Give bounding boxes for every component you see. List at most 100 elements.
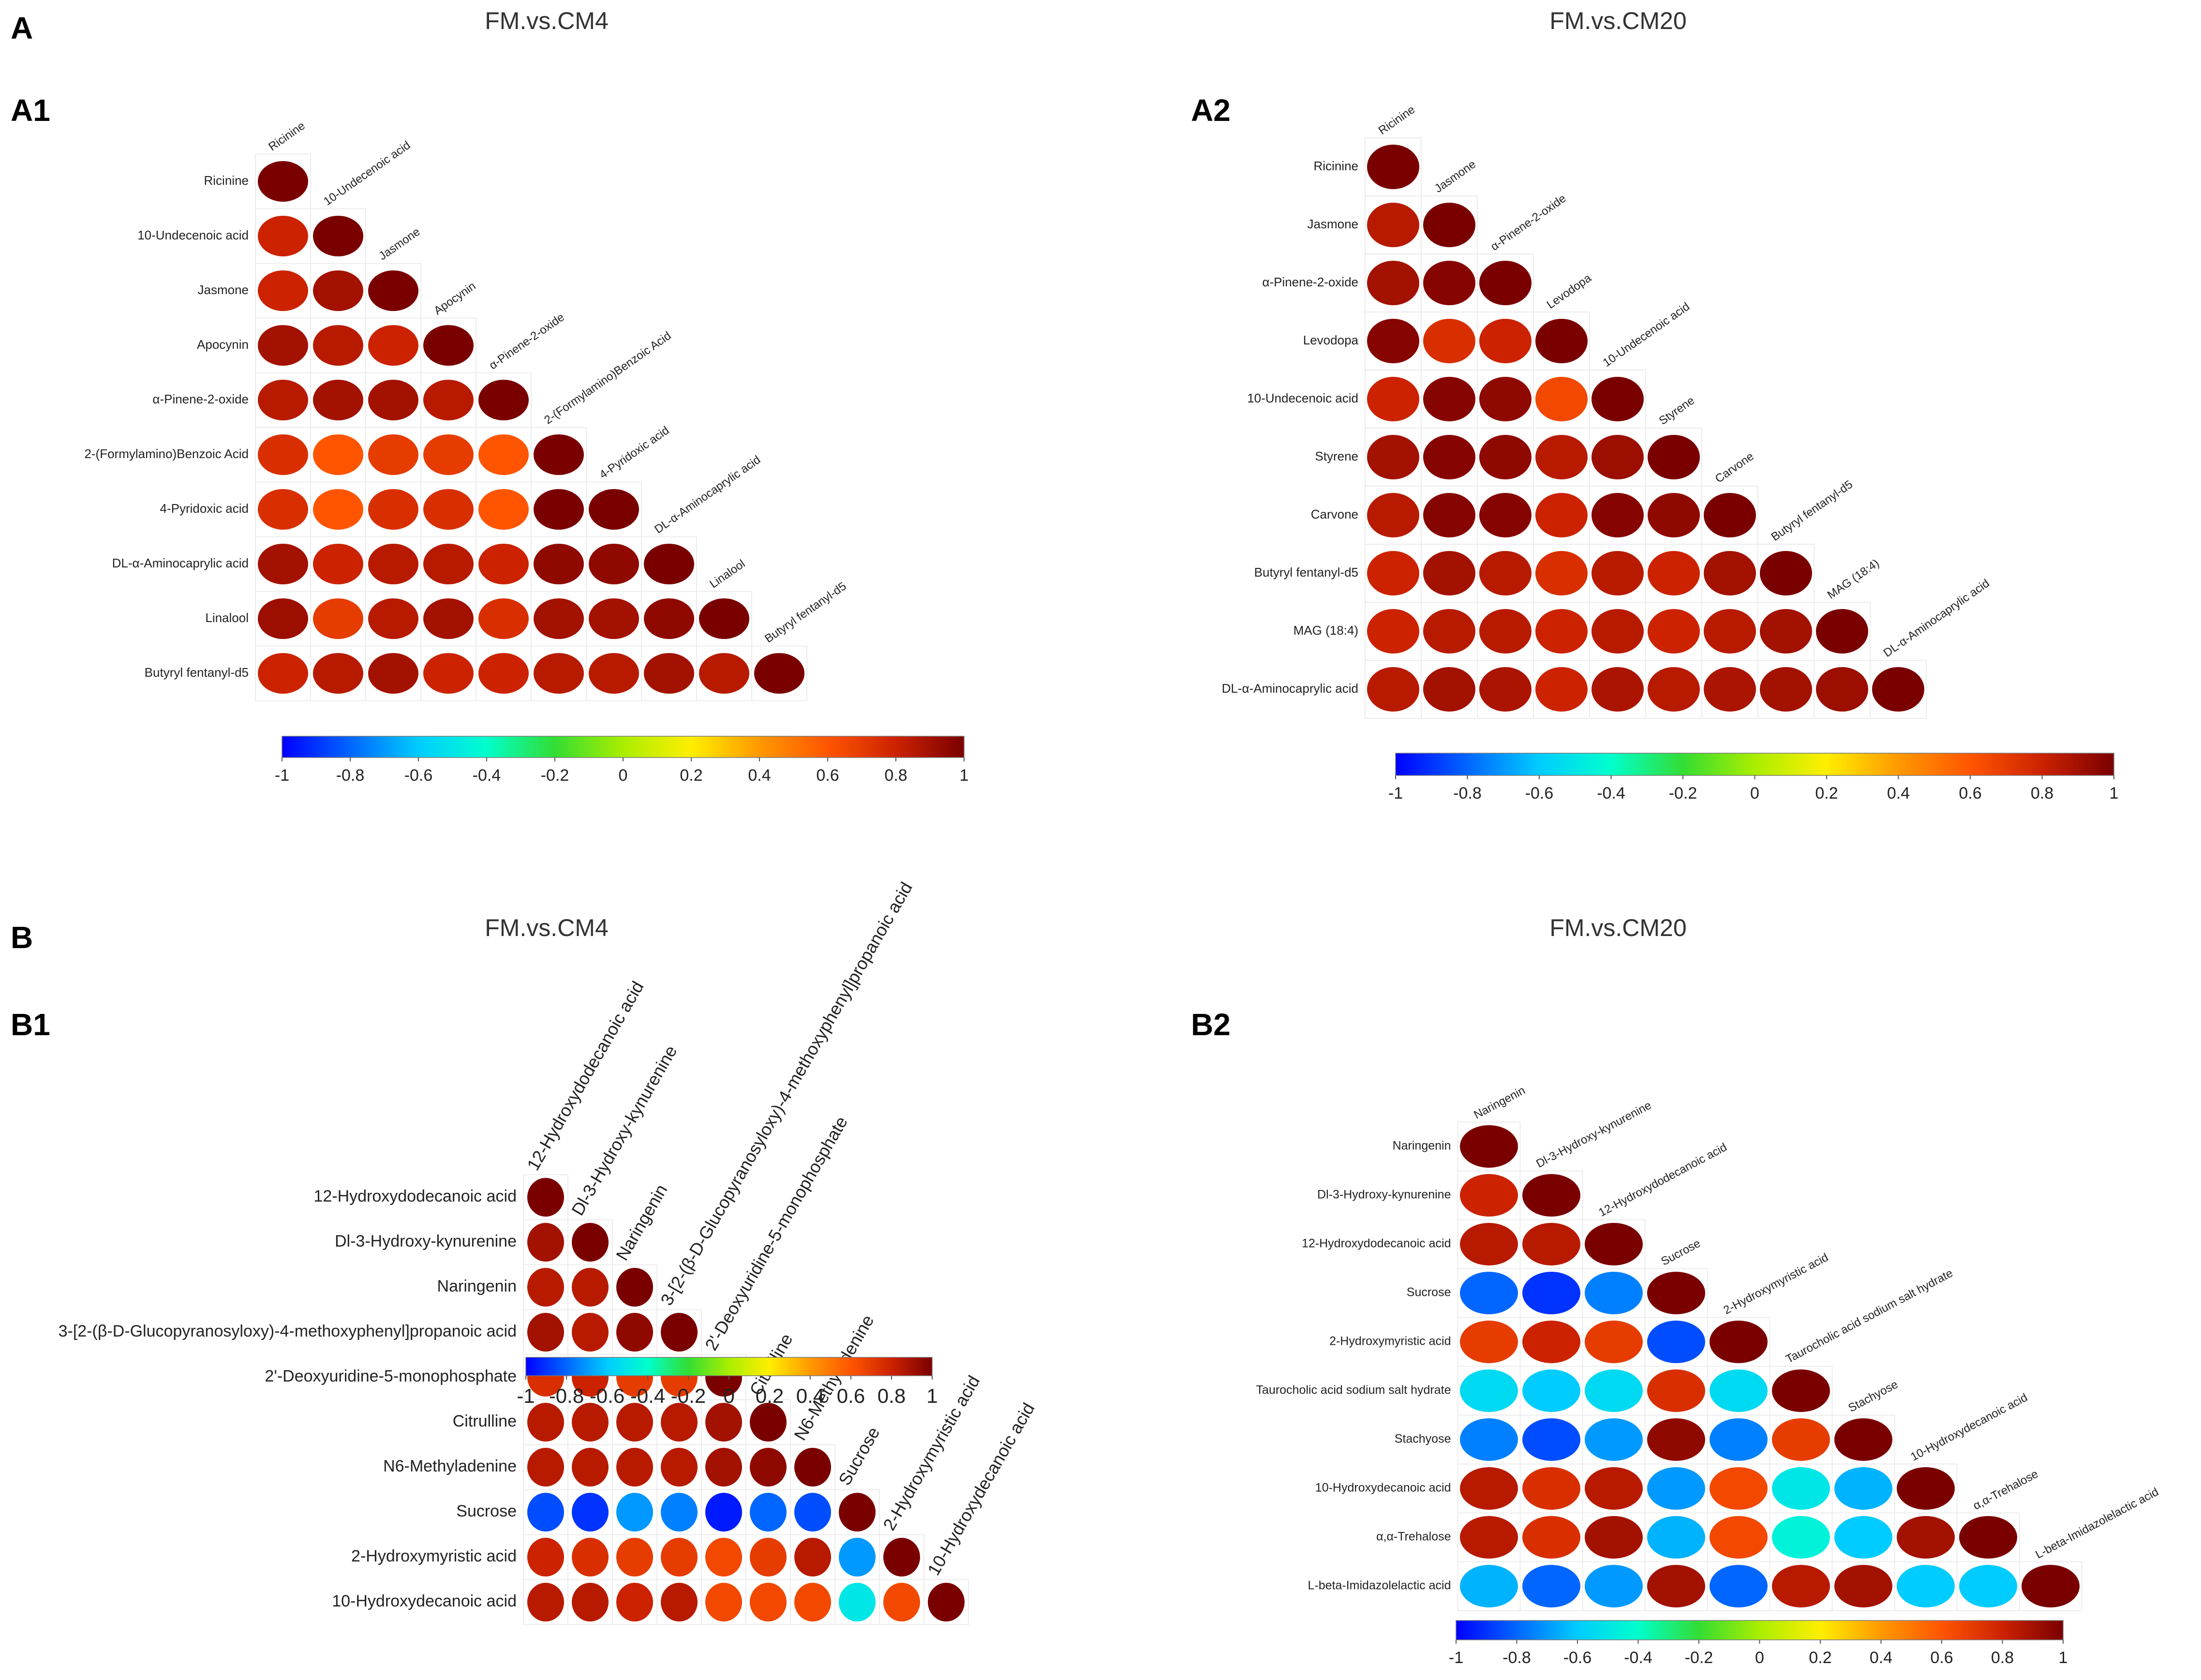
colorbar-tick-label: 0.2: [756, 1384, 784, 1407]
correlation-ellipse: [1367, 435, 1419, 479]
correlation-ellipse: [1591, 377, 1644, 421]
correlation-ellipse: [616, 1268, 653, 1307]
correlation-ellipse: [527, 1178, 564, 1217]
row-label: Sucrose: [1407, 1286, 1451, 1299]
correlation-ellipse: [1423, 203, 1475, 247]
column-label: Levodopa: [1545, 271, 1594, 312]
correlation-ellipse: [1647, 1369, 1705, 1412]
correlation-ellipse: [750, 1583, 787, 1621]
column-label: Linalool: [707, 557, 747, 591]
correlation-ellipse: [1522, 1467, 1580, 1510]
correlation-ellipse: [1585, 1321, 1643, 1363]
row-label: 2-(Formylamino)Benzoic Acid: [84, 446, 249, 461]
colorbar-tick-label: -1: [1449, 1649, 1463, 1667]
correlation-ellipse: [1647, 1418, 1705, 1461]
correlation-ellipse: [258, 653, 308, 694]
correlation-ellipse: [1460, 1369, 1518, 1412]
column-label: Styrene: [1657, 394, 1697, 428]
row-label: 12-Hydroxydodecanoic acid: [313, 1187, 517, 1205]
correlation-ellipse: [839, 1583, 876, 1621]
section-letter-a: A: [11, 11, 33, 45]
correlation-ellipse: [258, 380, 308, 420]
correlation-ellipse: [1591, 667, 1644, 712]
correlation-ellipse: [258, 161, 308, 202]
colorbar-tick-label: 0: [723, 1384, 734, 1407]
correlation-ellipse: [258, 489, 308, 530]
column-label: Jasmone: [1432, 158, 1478, 195]
panel-label: B2: [1191, 1007, 1231, 1042]
colorbar-tick-label: 0.4: [1887, 784, 1910, 803]
correlation-ellipse: [423, 489, 474, 530]
correlation-ellipse: [794, 1583, 831, 1621]
row-label: 4-Pyridoxic acid: [160, 501, 249, 516]
colorbar-tick-label: -0.2: [541, 766, 569, 785]
column-label: 10-Hydroxydecanoic acid: [1908, 1391, 2030, 1463]
column-label: Butyryl fentanyl-d5: [1769, 478, 1855, 544]
column-label: Dl-3-Hydroxy-kynurenine: [1534, 1099, 1653, 1170]
correlation-ellipse: [750, 1538, 787, 1576]
correlation-ellipse: [589, 598, 639, 639]
correlation-ellipse: [1535, 319, 1588, 363]
column-label: α-Pinene-2-oxide: [487, 311, 567, 372]
row-label: Linalool: [205, 610, 249, 625]
correlation-ellipse: [1585, 1516, 1643, 1559]
correlation-ellipse: [616, 1403, 653, 1442]
correlation-ellipse: [705, 1448, 742, 1487]
colorbar-tick-label: 0.6: [837, 1384, 865, 1407]
correlation-ellipse: [1460, 1418, 1518, 1461]
correlation-ellipse: [258, 270, 308, 311]
column-label: 2-Hydroxymyristic acid: [1721, 1251, 1830, 1317]
colorbar-tick-label: 0.2: [1815, 784, 1838, 803]
correlation-ellipse: [1710, 1369, 1768, 1412]
correlation-ellipse: [313, 653, 363, 694]
colorbar-tick-label: -0.8: [336, 766, 365, 785]
correlation-ellipse: [572, 1448, 609, 1487]
correlation-ellipse: [754, 653, 804, 694]
correlation-ellipse: [1959, 1516, 2017, 1559]
correlation-ellipse: [1522, 1516, 1580, 1559]
correlation-ellipse: [423, 653, 474, 694]
correlation-ellipse: [527, 1448, 564, 1487]
correlation-ellipse: [1367, 667, 1419, 712]
row-label: 10-Undecenoic acid: [1247, 391, 1358, 405]
row-label: Citrulline: [453, 1412, 517, 1430]
colorbar-tick-label: -0.4: [630, 1384, 665, 1407]
correlation-ellipse: [1367, 319, 1419, 363]
row-label: Naringenin: [437, 1277, 517, 1295]
correlation-ellipse: [368, 489, 418, 530]
correlation-ellipse: [589, 544, 639, 584]
column-label: 10-Undecenoic acid: [1601, 300, 1692, 370]
correlation-ellipse: [661, 1403, 698, 1442]
correlation-ellipse: [1522, 1174, 1580, 1217]
correlation-ellipse: [1834, 1516, 1892, 1559]
correlation-ellipse: [368, 380, 418, 420]
column-label: N6-Methyladenine: [790, 1311, 878, 1444]
correlation-ellipse: [1460, 1125, 1518, 1168]
correlation-ellipse: [1647, 1272, 1705, 1314]
colorbar-tick-label: -0.6: [1525, 784, 1554, 803]
correlation-ellipse: [1647, 1321, 1705, 1363]
row-label: 2-Hydroxymyristic acid: [351, 1547, 517, 1565]
correlation-ellipse: [1535, 609, 1588, 654]
row-label: Levodopa: [1303, 333, 1359, 347]
correlation-ellipse: [750, 1493, 787, 1531]
row-label: α-Pinene-2-oxide: [152, 392, 249, 406]
correlation-ellipse: [1479, 261, 1532, 305]
correlation-ellipse: [313, 325, 363, 366]
correlation-ellipse: [572, 1403, 609, 1442]
correlation-ellipse: [313, 434, 363, 475]
row-label: L-beta-Imidazolelactic acid: [1308, 1579, 1451, 1592]
correlation-ellipse: [478, 434, 529, 475]
row-label: MAG (18:4): [1294, 623, 1358, 638]
correlation-ellipse: [1816, 609, 1868, 654]
correlation-ellipse: [1647, 1516, 1705, 1559]
correlation-ellipse: [368, 270, 418, 311]
column-label: 10-Undecenoic acid: [321, 139, 413, 208]
correlation-ellipse: [423, 380, 474, 420]
correlation-ellipse: [616, 1493, 653, 1531]
row-label: Carvone: [1311, 507, 1358, 521]
correlation-ellipse: [368, 325, 418, 366]
correlation-ellipse: [534, 598, 584, 639]
colorbar: [525, 1357, 933, 1376]
correlation-ellipse: [705, 1493, 742, 1531]
